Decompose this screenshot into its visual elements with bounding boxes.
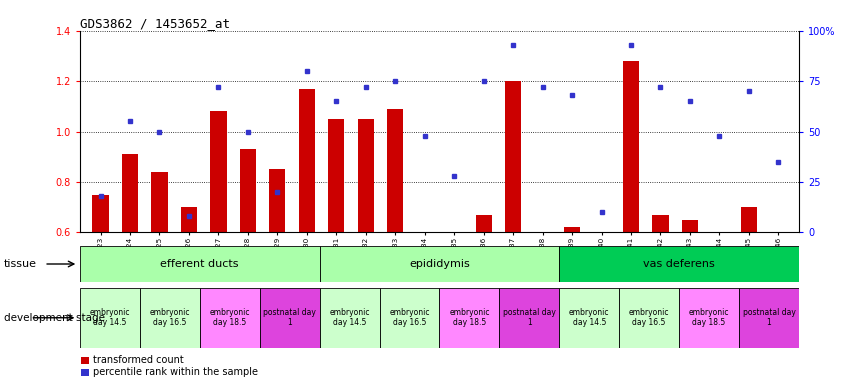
Text: percentile rank within the sample: percentile rank within the sample	[93, 367, 257, 377]
Bar	[240, 149, 256, 232]
Bar	[559, 288, 619, 348]
Bar	[535, 232, 551, 273]
Bar	[80, 288, 140, 348]
Text: postnatal day
1: postnatal day 1	[743, 308, 796, 328]
Text: transformed count: transformed count	[93, 355, 183, 365]
Bar	[770, 232, 786, 260]
Bar	[711, 232, 727, 258]
Text: postnatal day
1: postnatal day 1	[263, 308, 316, 328]
Bar	[122, 154, 138, 232]
Bar	[379, 288, 439, 348]
Bar	[439, 288, 500, 348]
Bar	[320, 288, 379, 348]
Bar	[416, 232, 433, 268]
Text: embryonic
day 16.5: embryonic day 16.5	[389, 308, 430, 328]
Bar	[500, 288, 559, 348]
Bar	[357, 119, 374, 232]
Bar	[446, 232, 463, 268]
Bar	[505, 81, 521, 232]
Bar	[80, 246, 320, 282]
Text: embryonic
day 14.5: embryonic day 14.5	[569, 308, 610, 328]
Bar	[594, 232, 610, 288]
Text: GDS3862 / 1453652_at: GDS3862 / 1453652_at	[80, 17, 230, 30]
Bar	[210, 111, 226, 232]
Text: development stage: development stage	[4, 313, 105, 323]
Bar	[320, 246, 559, 282]
Bar	[140, 288, 199, 348]
Text: efferent ducts: efferent ducts	[161, 259, 239, 269]
Text: embryonic
day 18.5: embryonic day 18.5	[209, 308, 250, 328]
Bar	[619, 288, 679, 348]
Bar	[269, 169, 285, 232]
Bar	[151, 172, 167, 232]
Bar	[739, 288, 799, 348]
Text: epididymis: epididymis	[409, 259, 470, 269]
Bar	[387, 109, 404, 232]
Bar	[741, 207, 757, 232]
Bar	[328, 119, 344, 232]
Bar	[653, 215, 669, 232]
Text: embryonic
day 16.5: embryonic day 16.5	[629, 308, 669, 328]
Text: tissue: tissue	[4, 259, 37, 269]
Bar	[475, 215, 492, 232]
Bar	[299, 89, 315, 232]
Bar	[679, 288, 739, 348]
Text: embryonic
day 18.5: embryonic day 18.5	[689, 308, 729, 328]
Bar	[199, 288, 260, 348]
Text: embryonic
day 18.5: embryonic day 18.5	[449, 308, 489, 328]
Bar	[93, 195, 108, 232]
Bar	[682, 220, 698, 232]
Bar	[564, 227, 580, 232]
Text: postnatal day
1: postnatal day 1	[503, 308, 556, 328]
Bar	[559, 246, 799, 282]
Text: embryonic
day 14.5: embryonic day 14.5	[330, 308, 370, 328]
Text: embryonic
day 16.5: embryonic day 16.5	[150, 308, 190, 328]
Bar	[181, 207, 197, 232]
Bar	[623, 61, 639, 232]
Text: embryonic
day 14.5: embryonic day 14.5	[90, 308, 130, 328]
Bar	[260, 288, 320, 348]
Text: vas deferens: vas deferens	[643, 259, 715, 269]
